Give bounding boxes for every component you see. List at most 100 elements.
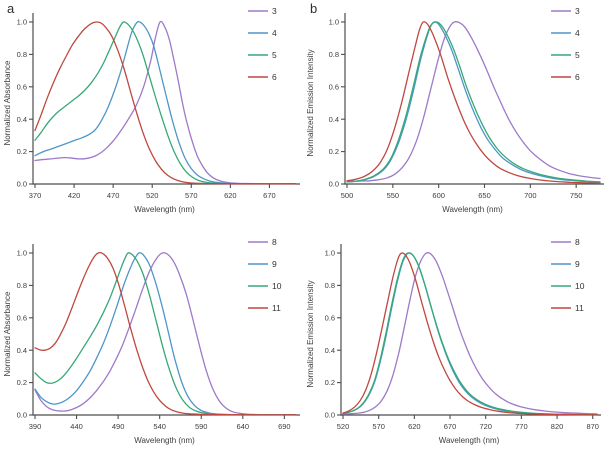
series-line-6 — [34, 21, 297, 185]
x-tick-label: 750 — [570, 191, 583, 200]
y-tick-label: 0.2 — [17, 147, 27, 156]
series-group — [34, 251, 297, 416]
legend-label-10: 10 — [575, 281, 585, 291]
y-tick-label: 0.4 — [325, 346, 335, 355]
chart-svg: 500 550 600 650 700 750 0.0 0.2 0.4 0.6 0.8 1.0 Wave… — [306, 6, 604, 214]
x-tick-label: 670 — [263, 191, 276, 200]
series-line-5 — [34, 21, 297, 185]
x-tick-label: 820 — [551, 422, 564, 431]
y-axis-ticks: 0.0 0.2 0.4 0.6 0.8 1.0 — [329, 18, 345, 189]
x-tick-label: 650 — [478, 191, 491, 200]
x-tick-label: 520 — [337, 422, 350, 431]
legend-label-4: 4 — [272, 28, 277, 38]
x-tick-label: 700 — [524, 191, 537, 200]
y-tick-label: 0.0 — [325, 411, 335, 420]
x-tick-label: 570 — [372, 422, 385, 431]
x-axis-title: Wavelength (nm) — [134, 436, 195, 445]
panel-label-b: b — [310, 1, 318, 16]
x-axis-ticks: 390 440 490 540 590 640 690 — [29, 415, 291, 431]
series-line-3 — [34, 20, 297, 185]
series-line-8 — [342, 252, 598, 415]
y-tick-label: 0.0 — [329, 180, 339, 189]
x-tick-label: 590 — [195, 422, 208, 431]
legend: 8 9 10 11 — [248, 237, 282, 313]
series-group — [34, 20, 297, 185]
x-tick-label: 770 — [515, 422, 528, 431]
x-tick-label: 600 — [432, 191, 445, 200]
y-axis-ticks: 0.0 0.2 0.4 0.6 0.8 1.0 — [325, 249, 341, 420]
x-tick-label: 520 — [146, 191, 159, 200]
series-line-9 — [34, 252, 297, 416]
x-tick-label: 640 — [237, 422, 250, 431]
x-tick-label: 540 — [153, 422, 166, 431]
legend-label-9: 9 — [272, 259, 277, 269]
y-axis-title: Normalized Absorbance — [3, 60, 12, 145]
x-tick-label: 620 — [408, 422, 421, 431]
y-tick-label: 0.8 — [325, 281, 335, 290]
y-tick-label: 0.6 — [17, 313, 27, 322]
legend-label-4: 4 — [575, 28, 580, 38]
y-tick-label: 1.0 — [325, 249, 335, 258]
series-line-11 — [342, 252, 598, 416]
y-axis-title: Normalized Emission Intensity — [306, 49, 315, 156]
legend-label-6: 6 — [575, 72, 580, 82]
y-axis-title: Normalized Absorbance — [3, 291, 12, 376]
x-tick-label: 690 — [278, 422, 291, 431]
x-tick-label: 870 — [586, 422, 599, 431]
x-tick-label: 420 — [68, 191, 81, 200]
y-tick-label: 0.2 — [17, 378, 27, 387]
y-tick-label: 1.0 — [17, 18, 27, 27]
chart-svg: 520 570 620 670 720 770 820 870 0.0 0.2 0.4 0.6 0.8 1… — [306, 237, 601, 445]
y-axis-ticks: 0.0 0.2 0.4 0.6 0.8 1.0 — [17, 18, 33, 189]
y-tick-label: 1.0 — [17, 249, 27, 258]
y-axis-ticks: 0.0 0.2 0.4 0.6 0.8 1.0 — [17, 249, 33, 420]
y-tick-label: 0.0 — [17, 180, 27, 189]
legend-label-3: 3 — [272, 6, 277, 16]
legend-label-11: 11 — [272, 303, 281, 313]
series-line-3 — [346, 21, 601, 182]
series-group — [342, 252, 598, 416]
legend-label-8: 8 — [575, 237, 580, 247]
y-tick-label: 1.0 — [329, 18, 339, 27]
x-axis-ticks: 520 570 620 670 720 770 820 870 — [337, 415, 599, 431]
series-group — [346, 21, 601, 184]
chart-emission-3-6: 500 550 600 650 700 750 0.0 0.2 0.4 0.6 0.8 1.0 Wave… — [303, 0, 607, 231]
legend-label-5: 5 — [575, 50, 580, 60]
legend: 8 9 10 11 — [551, 237, 585, 313]
x-axis-title: Wavelength (nm) — [134, 205, 195, 214]
y-tick-label: 0.6 — [325, 313, 335, 322]
x-tick-label: 390 — [29, 422, 42, 431]
y-tick-label: 0.8 — [17, 50, 27, 59]
series-line-5 — [346, 21, 601, 183]
series-line-4 — [34, 20, 297, 185]
legend: 3 4 5 6 — [551, 6, 580, 82]
x-tick-label: 670 — [444, 422, 457, 431]
x-tick-label: 500 — [341, 191, 354, 200]
chart-absorbance-8-11: 390 440 490 540 590 640 690 0.0 0.2 0.4 0.6 0.8 1.0 W… — [0, 231, 303, 462]
y-tick-label: 0.8 — [329, 50, 339, 59]
series-line-8 — [34, 252, 297, 416]
y-axis-title: Normalized Emission Intensity — [306, 280, 315, 387]
legend: 3 4 5 6 — [248, 6, 277, 82]
chart-emission-8-11: 520 570 620 670 720 770 820 870 0.0 0.2 0.4 0.6 0.8 1… — [303, 231, 607, 462]
chart-absorbance-3-6: 370 420 470 520 570 620 670 0.0 0.2 0.4 0.6 0.8 1.0 W… — [0, 0, 303, 231]
x-axis-title: Wavelength (nm) — [439, 436, 500, 445]
y-tick-label: 0.2 — [329, 147, 339, 156]
y-tick-label: 0.2 — [325, 378, 335, 387]
chart-svg: 370 420 470 520 570 620 670 0.0 0.2 0.4 0.6 0.8 1.0 W… — [3, 6, 300, 214]
y-tick-label: 0.4 — [17, 115, 27, 124]
legend-label-10: 10 — [272, 281, 282, 291]
series-line-4 — [346, 21, 601, 183]
y-tick-label: 0.6 — [329, 82, 339, 91]
x-tick-label: 470 — [107, 191, 120, 200]
legend-label-8: 8 — [272, 237, 277, 247]
x-axis-title: Wavelength (nm) — [442, 205, 503, 214]
x-axis-ticks: 500 550 600 650 700 750 — [341, 184, 583, 200]
series-line-10 — [34, 252, 297, 416]
x-tick-label: 490 — [112, 422, 125, 431]
chart-svg: 390 440 490 540 590 640 690 0.0 0.2 0.4 0.6 0.8 1.0 W… — [3, 237, 300, 445]
x-tick-label: 440 — [70, 422, 83, 431]
series-line-11 — [34, 251, 297, 416]
x-tick-label: 370 — [29, 191, 42, 200]
